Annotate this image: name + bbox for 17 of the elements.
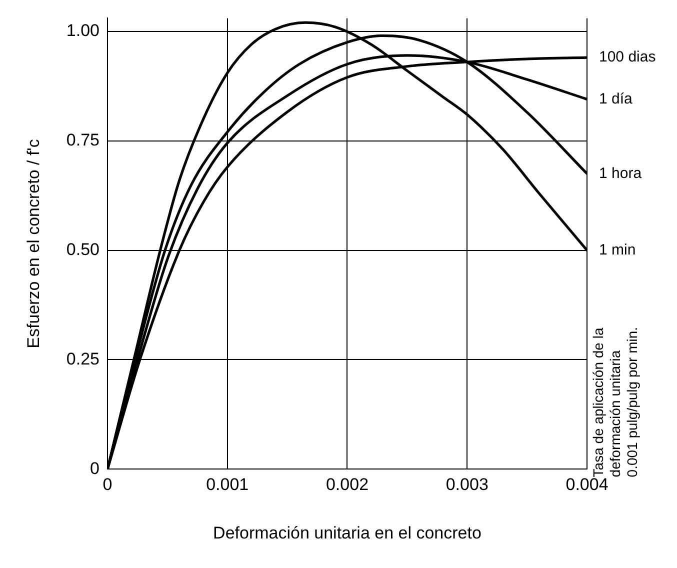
y-tick-label: 0.75	[66, 130, 100, 150]
y-tick-label: 1.00	[66, 21, 100, 40]
y-tick-label: 0.50	[66, 240, 100, 259]
y-tick-label: 0	[90, 458, 100, 478]
y-tick-label: 0.25	[66, 349, 100, 368]
x-axis-title: Deformación unitaria en el concreto	[213, 523, 482, 542]
series-label: 1 min	[599, 241, 636, 258]
series-label: 100 dias	[599, 48, 656, 66]
x-tick-label: 0	[102, 475, 112, 494]
series-label: 1 día	[599, 90, 634, 108]
x-tick-label: 0.002	[326, 475, 369, 494]
text: Tasa de aplicación de la deformación unitaria 0.001 pulg/pulg por min.	[590, 326, 640, 478]
x-tick-label: 0.003	[446, 475, 488, 494]
x-tick-label: 0.001	[206, 475, 249, 494]
x-tick-label: 0.004	[566, 475, 608, 494]
y-axis-title: Esfuerzo en el concreto / f'c	[24, 138, 43, 348]
series-label: 1 hora	[599, 164, 642, 182]
